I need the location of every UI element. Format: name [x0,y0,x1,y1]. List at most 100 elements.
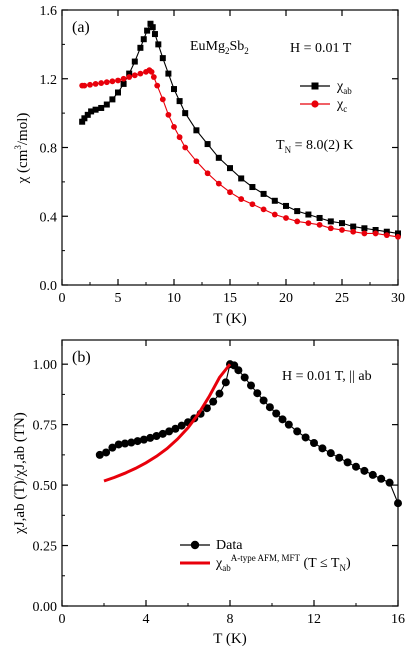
svg-text:Data: Data [216,538,243,553]
data-point [215,180,222,187]
data-point [361,225,368,232]
data-point [177,421,186,430]
data-point [114,440,123,449]
data-point [265,403,274,412]
x-tick-label: 20 [279,291,293,306]
data-point [318,444,327,453]
data-point [395,233,401,240]
data-point [149,24,156,31]
data-point [260,206,267,213]
data-point [150,74,157,80]
y-tick-label: 0.50 [33,479,58,494]
data-point [176,98,183,105]
data-point [115,89,121,96]
data-point [271,211,278,218]
data-point [193,158,200,165]
y-tick-label: 0.25 [33,540,58,555]
data-point [98,80,105,86]
data-point [395,230,401,237]
data-point [126,70,133,77]
data-point [350,228,357,235]
data-point [234,366,243,375]
data-point [368,470,377,479]
y-tick-label: 0.4 [40,210,58,225]
data-point [120,75,127,82]
data-point [81,82,88,89]
data-point [283,215,289,221]
legend-chi-c: χc [300,97,347,114]
data-point [109,78,116,85]
data-point [305,211,312,218]
data-point [193,127,200,134]
data-point [227,189,233,196]
data-point [81,115,88,122]
data-point [148,68,155,75]
panel-a-x-axis-label: T (K) [213,311,246,327]
data-point [383,228,390,235]
data-point [133,437,142,446]
data-point [152,432,161,441]
data-point [139,435,148,444]
data-point [249,184,256,191]
data-point [221,378,230,387]
legend-data: Data [180,538,243,553]
panel-a-field-label: H = 0.01 T [290,41,352,56]
panel-a-ticks: 0 5 10 15 20 25 30 0.0 0.4 0.8 1.2 1.6 [40,4,406,306]
tn-label: TN = 8.0(2) K [276,138,353,155]
data-point [209,397,218,406]
data-point [140,36,147,43]
data-point [127,438,136,447]
x-tick-label: 15 [223,291,237,306]
panel-a-label: (a) [72,19,90,36]
data-point [120,80,127,87]
y-tick-label: 0.8 [40,142,58,157]
panel-b-ticks: 0 4 8 12 16 0.00 0.25 0.50 0.75 1.00 [33,340,405,627]
panel-b-y-axis-label: χJ,ab (T)/χJ,ab (TN) [12,412,28,535]
data-point [259,396,268,405]
panel-b-x-axis-label: T (K) [213,631,246,647]
data-point [227,165,233,172]
data-point [215,154,222,161]
data-point [339,227,345,233]
data-point [165,427,174,436]
data-point [171,86,177,93]
data-point [115,77,121,84]
data-point [339,220,345,227]
data-point [372,227,379,233]
x-tick-label: 10 [167,291,181,306]
y-tick-label: 1.2 [40,73,58,88]
data-point [316,214,323,221]
series-line [103,363,232,483]
data-point [260,190,267,197]
panel-a-legend: χab χc [300,79,352,114]
x-tick-label: 30 [391,291,405,306]
data-point [316,221,323,228]
data-point [383,232,390,239]
data-point [182,144,189,151]
y-tick-label: 0.00 [33,600,58,615]
data-point [103,79,110,86]
data-point [159,96,166,103]
y-tick-label: 0.0 [40,279,58,294]
y-tick-label: 0.75 [33,419,58,434]
data-point [182,110,189,117]
data-point [305,220,312,227]
data-point [146,433,155,442]
data-point [238,196,245,202]
data-point [249,201,256,208]
data-point [385,478,394,487]
x-tick-label: 16 [391,612,405,627]
panel-a-y-axis-label: χ (cm3/mol) [13,113,31,185]
data-point [294,218,301,225]
data-point [284,420,293,429]
x-tick-label: 25 [335,291,349,306]
compound-label: EuMg2Sb2 [190,39,249,56]
data-point [137,70,144,77]
data-point [204,141,211,148]
data-point [155,41,162,48]
data-point [335,453,344,462]
data-point [352,462,360,471]
data-point [109,96,116,103]
data-point [137,44,144,51]
